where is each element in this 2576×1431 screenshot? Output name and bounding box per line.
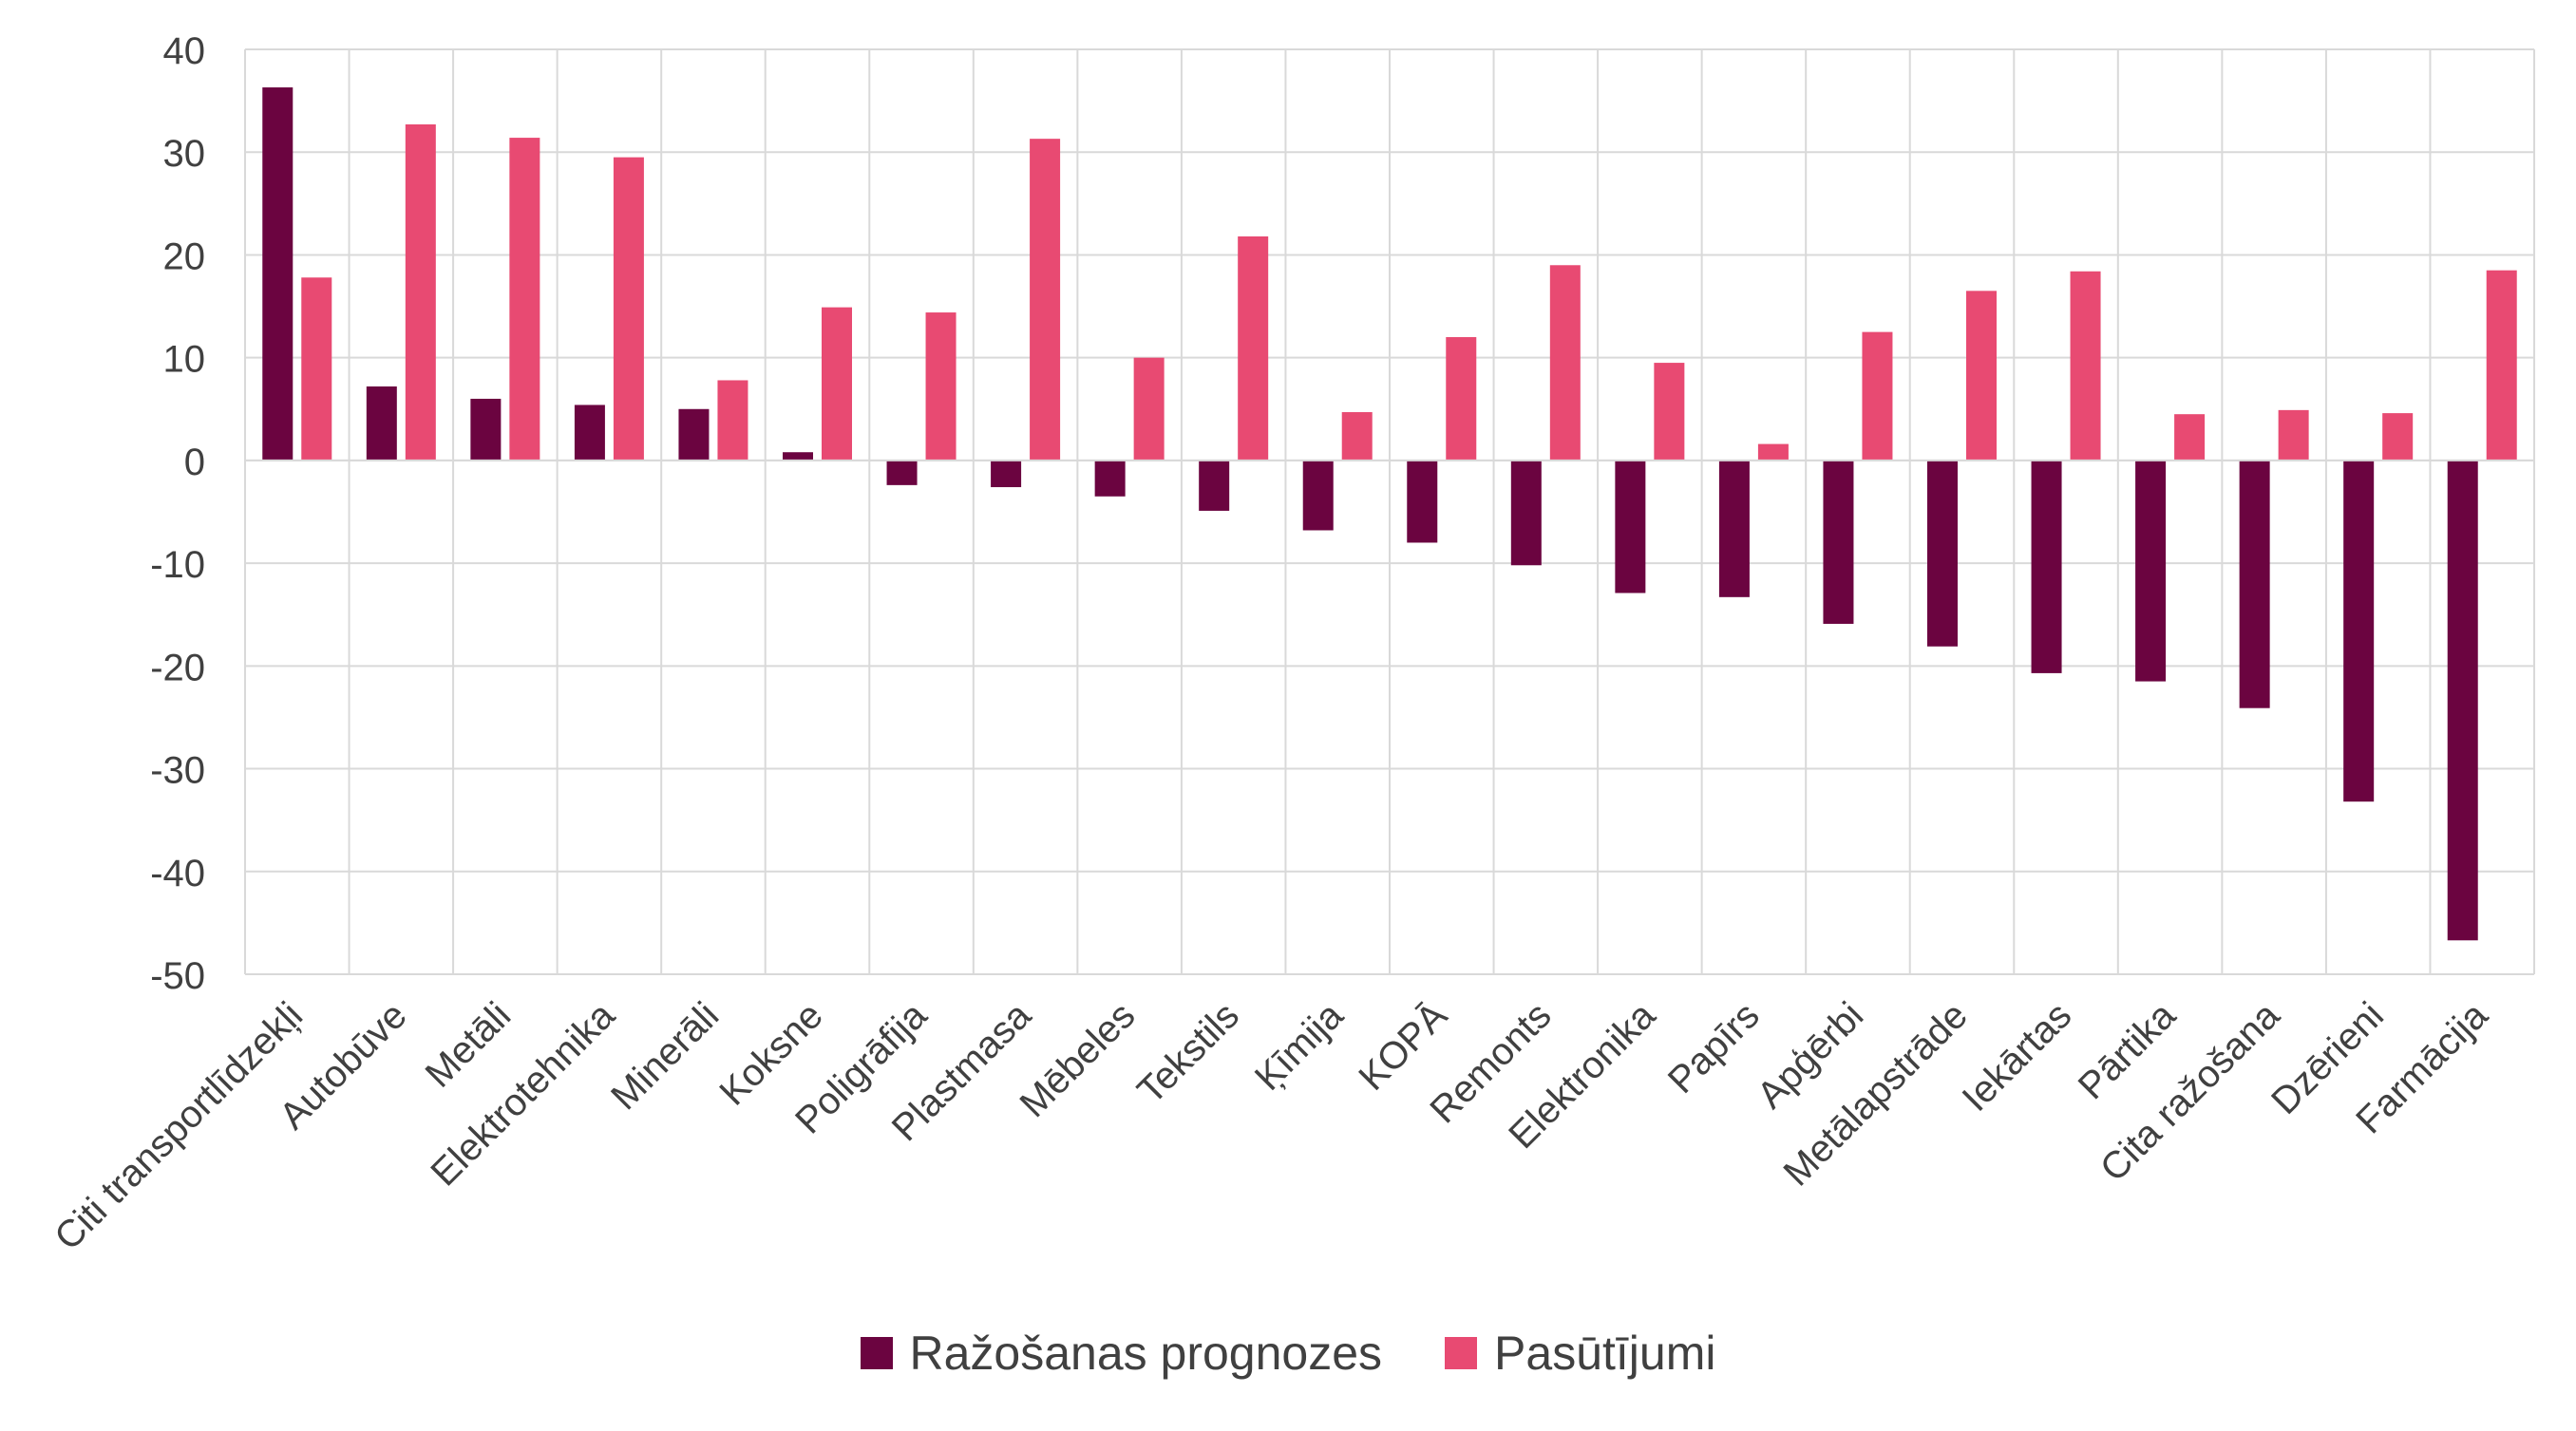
y-tick-label: 0 <box>184 442 205 483</box>
bar-orders <box>822 307 852 461</box>
legend-item-orders: Pasūtījumi <box>1445 1326 1715 1381</box>
bar-orders <box>2486 270 2517 461</box>
bar-production <box>2447 460 2478 941</box>
y-tick-label: 20 <box>163 235 206 277</box>
bar-orders <box>1133 357 1165 461</box>
bar-orders <box>1341 412 1373 461</box>
y-tick-label: -20 <box>150 647 205 688</box>
bar-production <box>2343 460 2375 802</box>
x-tick-label: Metāli <box>418 994 520 1096</box>
x-tick-label: Iekārtas <box>1955 994 2080 1120</box>
bar-orders <box>1966 291 1997 461</box>
bar-production <box>2135 460 2167 682</box>
bar-orders <box>1446 337 1477 461</box>
bar-orders <box>1654 363 1685 461</box>
x-tick-label: KOPĀ <box>1351 994 1455 1099</box>
bar-production <box>1407 460 1438 543</box>
legend-swatch-orders <box>1445 1337 1478 1369</box>
bar-orders <box>1030 139 1061 461</box>
x-tick-label: Elektrotehnika <box>423 994 623 1195</box>
bar-production <box>1199 460 1230 511</box>
bar-production <box>1615 460 1646 593</box>
x-tick-label: Minerāli <box>603 994 727 1118</box>
bar-orders <box>509 138 540 461</box>
bar-orders <box>2278 409 2309 461</box>
bar-orders <box>1862 331 1893 461</box>
bars <box>262 87 2517 941</box>
bar-orders <box>2174 414 2206 461</box>
x-tick-label: Citi transportlīdzekļi <box>47 994 311 1258</box>
bar-production <box>783 452 813 461</box>
bar-production <box>2239 460 2270 708</box>
bar-production <box>991 460 1022 488</box>
y-tick-label: -50 <box>150 955 205 997</box>
y-tick-labels: 40 30 20 10 0 -10 -20 -30 -40 -50 <box>150 30 205 997</box>
bar-orders <box>1238 235 1269 461</box>
legend-label-orders: Pasūtījumi <box>1494 1327 1716 1380</box>
bar-production <box>574 405 605 461</box>
legend-item-production: Ražošanas prognozes <box>860 1326 1383 1381</box>
y-tick-label: 40 <box>163 30 206 72</box>
bar-production <box>262 87 294 461</box>
x-tick-label: Tekstils <box>1129 994 1247 1112</box>
x-tick-label: Metālapstrāde <box>1776 994 1976 1194</box>
bar-orders <box>2070 271 2101 461</box>
bar-orders <box>301 277 332 461</box>
bar-production <box>1094 460 1126 497</box>
bar-production <box>2031 460 2062 673</box>
bar-production <box>886 460 918 485</box>
y-tick-label: -10 <box>150 544 205 586</box>
bar-production <box>470 398 502 461</box>
y-tick-label: -40 <box>150 853 205 894</box>
bar-production <box>1823 460 1854 624</box>
x-tick-label: Mēbeles <box>1012 994 1143 1125</box>
bar-production <box>678 408 710 461</box>
bar-orders <box>405 124 436 461</box>
x-tick-label: Ķīmija <box>1247 994 1352 1099</box>
bar-orders <box>1549 265 1581 461</box>
legend: Ražošanas prognozes Pasūtījumi <box>0 1326 2576 1381</box>
bar-orders <box>1757 443 1789 461</box>
grid-lines <box>244 48 2535 975</box>
bar-production <box>1302 460 1334 531</box>
bar-orders <box>613 157 644 461</box>
legend-label-production: Ražošanas prognozes <box>909 1327 1383 1380</box>
bar-production <box>366 386 397 461</box>
bar-production <box>1718 460 1750 597</box>
x-tick-label: Cita ražošana <box>2093 994 2288 1190</box>
bar-production <box>1510 460 1542 566</box>
bar-production <box>1927 460 1958 647</box>
y-tick-label: 30 <box>163 133 206 175</box>
bar-orders <box>925 312 957 461</box>
y-tick-label: -30 <box>150 750 205 792</box>
bar-orders <box>2382 413 2414 461</box>
y-tick-label: 10 <box>163 339 206 381</box>
legend-swatch-production <box>860 1337 893 1369</box>
bar-orders <box>717 380 748 461</box>
